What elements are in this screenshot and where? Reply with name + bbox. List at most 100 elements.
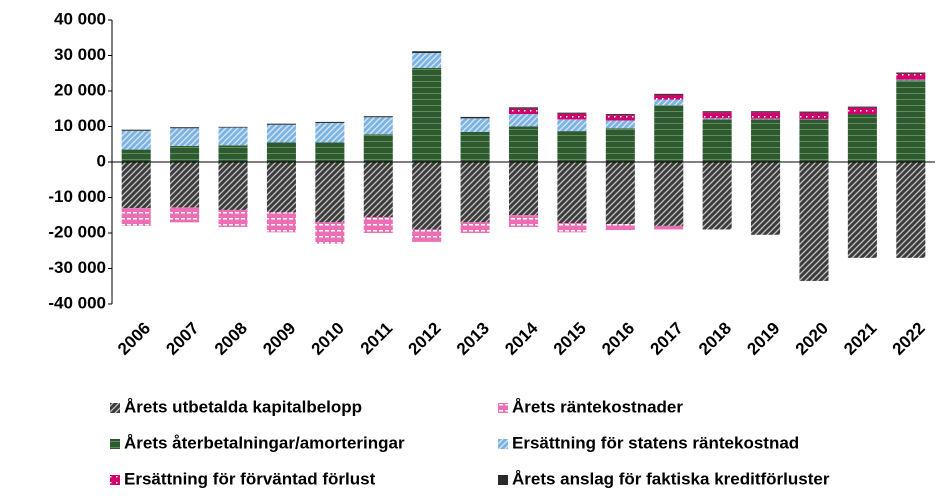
- legend-label: Ersättning för förväntad förlust: [124, 469, 376, 488]
- x-tick-label: 2015: [550, 319, 590, 359]
- bar-segment: [218, 126, 248, 128]
- bar-segment: [412, 229, 442, 242]
- x-tick-label: 2013: [453, 319, 493, 359]
- bar-segment: [751, 118, 781, 120]
- bar-segment: [508, 215, 539, 227]
- y-tick-label: -30 000: [48, 258, 106, 277]
- bar-segment: [847, 114, 877, 162]
- bar-segment: [605, 115, 635, 121]
- x-tick-label: 2012: [404, 319, 444, 359]
- bar-segment: [412, 53, 442, 68]
- bar-segment: [654, 105, 684, 162]
- bar-segment: [218, 209, 248, 227]
- x-tick-label: 2016: [598, 319, 638, 359]
- legend-label: Årets återbetalningar/amorteringar: [124, 433, 405, 452]
- bar-segment: [315, 142, 345, 162]
- bar-segment: [315, 122, 345, 143]
- bar-segment: [363, 117, 393, 135]
- bar-segment: [508, 107, 539, 109]
- bar-segment: [654, 94, 684, 100]
- bar-segment: [121, 130, 151, 150]
- bar-segment: [605, 224, 635, 231]
- bar-segment: [702, 118, 732, 120]
- bar-segment: [266, 212, 296, 233]
- bar-segment: [896, 80, 926, 162]
- bar-segment: [266, 123, 296, 125]
- bar-segment: [896, 73, 926, 80]
- bar-segment: [654, 225, 684, 230]
- x-tick-label: 2007: [162, 319, 202, 359]
- bar-segment: [799, 162, 829, 281]
- bar-segment: [460, 116, 490, 119]
- bar-segment: [605, 162, 635, 225]
- legend-label: Årets utbetalda kapitalbelopp: [124, 397, 362, 416]
- bar-segment: [654, 162, 684, 226]
- bar-segment: [170, 128, 200, 147]
- legend-label: Ersättning för statens räntekostnad: [512, 433, 799, 452]
- bar-segment: [605, 120, 635, 129]
- legend-label: Årets anslag för faktiska kreditförluste…: [512, 469, 830, 488]
- x-tick-label: 2009: [259, 319, 299, 359]
- bar-segment: [896, 162, 926, 258]
- bar-segment: [315, 121, 345, 123]
- bar-segment: [508, 126, 539, 162]
- bar-segment: [170, 207, 200, 223]
- bar-segment: [654, 93, 684, 95]
- bar-segment: [363, 162, 393, 218]
- y-tick-label: -20 000: [48, 222, 106, 241]
- y-tick-label: 30 000: [54, 45, 106, 64]
- bar-segment: [363, 134, 393, 162]
- bar-segment: [508, 162, 539, 216]
- legend-label: Årets räntekostnader: [512, 397, 683, 416]
- bar-segment: [557, 113, 587, 120]
- bar-segment: [654, 99, 684, 106]
- bar-segment: [508, 114, 539, 127]
- bar-segment: [218, 145, 248, 162]
- bar-segment: [751, 112, 781, 119]
- bar-segment: [702, 111, 732, 113]
- bar-segment: [121, 208, 151, 226]
- bar-segment: [170, 162, 200, 208]
- bar-segment: [170, 127, 200, 129]
- y-tick-label: 10 000: [54, 116, 106, 135]
- bar-segment: [847, 107, 877, 115]
- bar-segment: [460, 162, 490, 223]
- bar-segment: [460, 222, 490, 233]
- bar-segment: [702, 162, 732, 230]
- bar-segment: [751, 162, 781, 235]
- legend-marker: [498, 439, 508, 449]
- y-tick-label: 20 000: [54, 80, 106, 99]
- bar-segment: [315, 162, 345, 223]
- bar-segment: [460, 131, 490, 162]
- bar-segment: [799, 119, 829, 162]
- bar-segment: [751, 119, 781, 162]
- bar-segment: [847, 106, 877, 108]
- x-tick-label: 2008: [211, 319, 251, 359]
- bar-segment: [896, 79, 926, 81]
- x-tick-label: 2006: [114, 319, 154, 359]
- bar-segment: [557, 223, 587, 233]
- bar-segment: [508, 108, 539, 115]
- x-tick-label: 2018: [695, 319, 735, 359]
- bar-segment: [799, 112, 829, 120]
- bar-segment: [751, 111, 781, 113]
- y-tick-label: -40 000: [48, 293, 106, 312]
- x-tick-label: 2011: [357, 319, 397, 359]
- bar-segment: [799, 111, 829, 113]
- bar-segment: [315, 222, 345, 244]
- bar-segment: [557, 112, 587, 114]
- x-tick-label: 2022: [889, 319, 929, 359]
- bar-segment: [896, 72, 926, 74]
- bar-segment: [121, 129, 151, 131]
- bar-segment: [412, 51, 442, 54]
- x-tick-label: 2021: [840, 319, 880, 359]
- legend-marker: [498, 403, 508, 413]
- bar-segment: [170, 146, 200, 162]
- y-tick-label: 40 000: [54, 9, 106, 28]
- bar-segment: [605, 114, 635, 116]
- bar-segment: [121, 149, 151, 162]
- bar-segment: [460, 118, 490, 132]
- bar-segment: [121, 162, 151, 209]
- y-tick-label: 0: [97, 151, 106, 170]
